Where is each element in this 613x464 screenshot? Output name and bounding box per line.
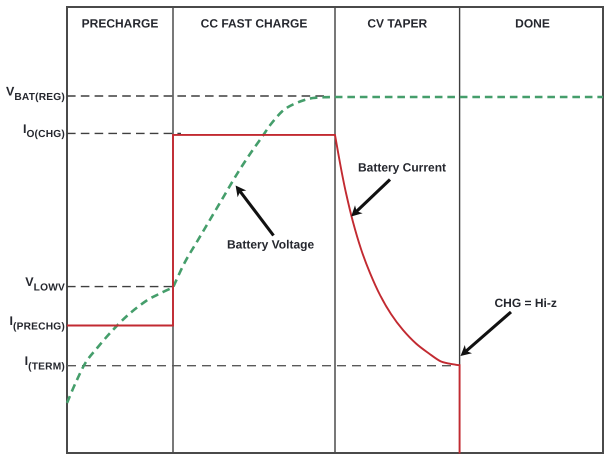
svg-text:PRECHARGE: PRECHARGE (82, 17, 159, 31)
svg-text:CC FAST CHARGE: CC FAST CHARGE (201, 17, 308, 31)
svg-text:CV TAPER: CV TAPER (367, 17, 427, 31)
svg-text:CHG = Hi-z: CHG = Hi-z (495, 296, 557, 310)
svg-text:DONE: DONE (515, 17, 550, 31)
svg-text:Battery Voltage: Battery Voltage (227, 237, 314, 251)
svg-text:Battery Current: Battery Current (358, 161, 446, 175)
